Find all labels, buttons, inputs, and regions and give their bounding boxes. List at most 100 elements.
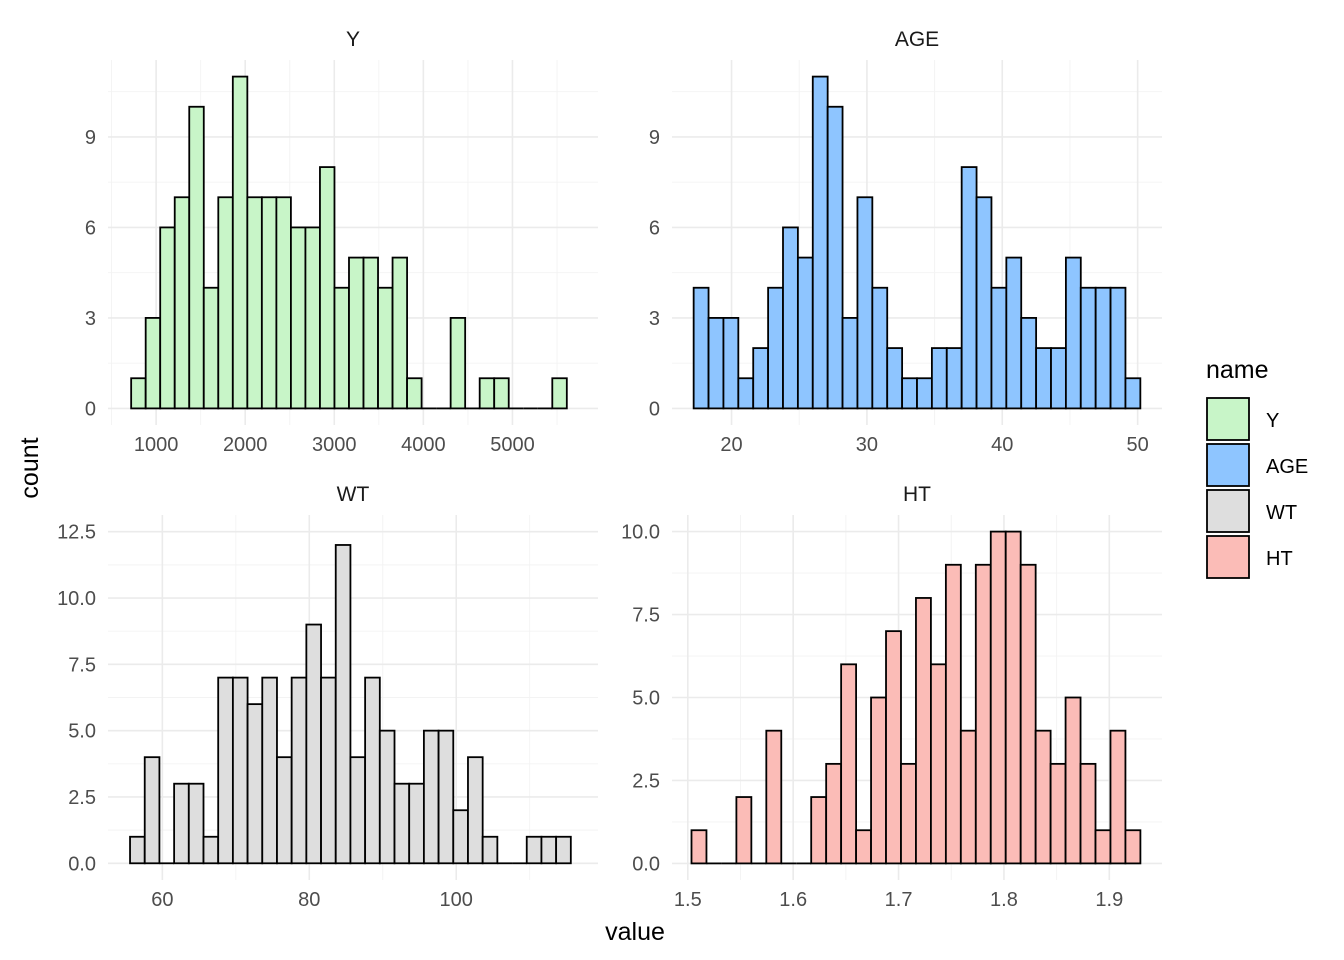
histogram-bar-y-22 [449,317,467,410]
legend-label-ht: HT [1266,548,1293,570]
y-tick-label: 9 [85,127,96,149]
histogram-bar-ht-3 [735,796,753,865]
histogram-bar-y-10 [275,196,292,410]
histogram-bar-ht-21 [1004,530,1022,865]
histogram-bar-ht-19 [974,563,992,865]
histogram-bar-y-18 [391,256,408,410]
histogram-bar-y-7 [231,75,249,410]
histogram-bar-age-11 [856,196,874,410]
histogram-bar-y-11 [290,226,307,410]
y-tick-label: 2.5 [632,770,660,792]
histogram-bar-wt-24 [481,835,499,865]
y-tick-label: 0 [649,398,660,420]
histogram-bar-age-12 [871,286,889,410]
histogram-bar-wt-7 [231,676,249,865]
legend: name Y AGE WT HT [1206,356,1308,579]
histogram-bar-age-8 [811,75,829,410]
legend-key-wt [1206,489,1250,533]
x-tick-label: 4000 [401,434,446,456]
y-tick-label: 0.0 [632,853,660,875]
histogram-bar-wt-17 [378,729,396,865]
histogram-bar-y-0 [130,377,147,410]
histogram-bar-wt-3 [173,782,190,865]
x-tick-label: 1.6 [779,889,807,911]
legend-label-age: AGE [1266,456,1308,478]
facet-panel-y: 1000 2000 3000 4000 5000 0 3 6 9 Y [85,28,598,456]
histogram-bar-ht-29 [1124,829,1142,865]
histogram-bar-age-13 [886,347,904,410]
histogram-bar-ht-12 [870,696,887,865]
histogram-bar-ht-13 [885,630,902,865]
histogram-bar-wt-23 [467,756,484,865]
facet-panel-wt: 60 80 100 0.0 2.5 5.0 7.5 10.0 12.5 WT [57,483,598,911]
x-tick-label: 100 [440,889,473,911]
histogram-bar-ht-8 [810,796,828,865]
facet-title-ht: HT [903,483,931,506]
histogram-bar-age-26 [1079,286,1097,410]
histogram-bar-age-3 [737,377,755,410]
histogram-bar-age-28 [1109,286,1127,410]
histogram-bar-y-12 [304,226,321,410]
x-tick-label: 50 [1127,434,1149,456]
x-tick-label: 2000 [223,434,268,456]
histogram-bar-age-7 [796,256,814,410]
facet-panel-age: 20 30 40 50 0 3 6 9 AGE [649,28,1162,456]
histogram-bar-y-9 [260,196,278,410]
histogram-bar-age-18 [960,166,978,410]
histogram-bar-y-15 [348,256,365,410]
histogram-bar-wt-20 [422,729,440,865]
legend-key-ht [1206,535,1250,579]
x-axis-title: value [605,918,665,946]
facet-title-wt: WT [337,483,370,506]
histogram-bar-wt-1 [143,756,161,865]
histogram-bar-y-3 [173,196,191,410]
x-tick-label: 1.9 [1095,889,1123,911]
histogram-bar-wt-0 [129,835,146,865]
x-tick-label: 1.7 [885,889,913,911]
histogram-bar-ht-5 [765,729,783,865]
histogram-bar-ht-0 [690,829,708,865]
histogram-bar-y-6 [217,196,234,410]
histogram-bar-y-24 [478,377,496,410]
x-tick-label: 5000 [490,434,535,456]
x-tick-label: 80 [298,889,320,911]
y-tick-label: 0.0 [68,853,96,875]
y-tick-label: 7.5 [632,605,660,627]
histogram-bar-wt-5 [202,835,220,865]
histogram-bar-age-19 [975,196,993,410]
facet-title-age: AGE [895,28,939,51]
histogram-bar-ht-23 [1034,729,1052,865]
histogram-bar-wt-16 [364,676,381,865]
histogram-bar-age-24 [1050,347,1067,410]
histogram-bar-wt-4 [187,782,205,865]
histogram-bar-ht-17 [944,563,962,865]
histogram-bar-y-14 [333,286,350,410]
x-tick-label: 1.8 [990,889,1018,911]
y-tick-label: 0 [85,398,96,420]
histogram-bar-ht-22 [1019,563,1037,865]
histogram-bar-y-5 [202,286,220,410]
histogram-bar-wt-9 [261,676,278,865]
histogram-bar-ht-16 [930,663,947,865]
y-tick-label: 12.5 [57,522,96,544]
legend-label-y: Y [1266,410,1279,432]
x-tick-label: 3000 [312,434,357,456]
histogram-bar-age-25 [1064,256,1082,410]
histogram-bar-ht-28 [1109,729,1127,865]
histogram-bar-age-2 [722,317,740,410]
y-tick-label: 5.0 [632,688,660,710]
histogram-bar-wt-13 [320,676,337,865]
histogram-bar-age-22 [1020,317,1038,410]
histogram-bar-wt-8 [246,703,264,865]
histogram-bar-ht-27 [1094,829,1112,865]
facet-panel-ht: 1.5 1.6 1.7 1.8 1.9 0.0 2.5 5.0 7.5 10.0 HT [621,483,1162,911]
histogram-bar-wt-18 [393,782,411,865]
x-tick-label: 30 [856,434,878,456]
histogram-bar-age-5 [767,286,784,410]
x-tick-label: 60 [151,889,173,911]
histogram-bar-age-21 [1005,256,1023,410]
y-tick-label: 2.5 [68,787,96,809]
histogram-bar-age-9 [826,105,844,410]
histogram-bar-wt-10 [276,756,293,865]
histogram-bar-wt-28 [540,835,558,865]
